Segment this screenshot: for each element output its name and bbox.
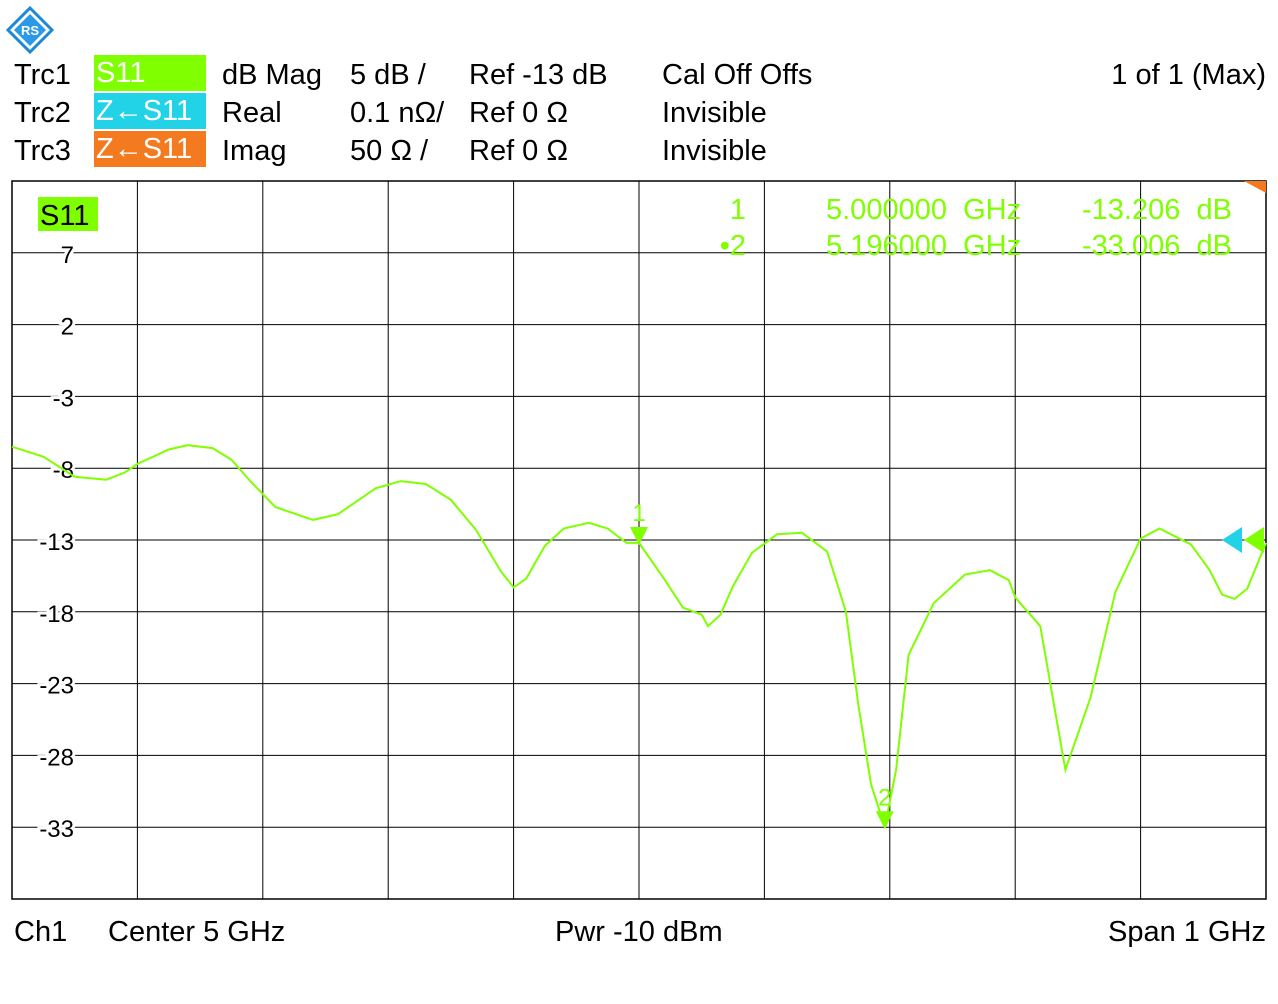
y-tick-labels: 7 2 -3 -8 -13 -18 -23 -28 -33 [36, 239, 77, 846]
y-tick-label: 7 [61, 242, 74, 269]
center-frequency: Center 5 GHz [108, 916, 286, 948]
trace-ref: Ref 0 Ω [469, 135, 569, 167]
trace-param-badge[interactable]: Z←S11 [94, 93, 206, 129]
trace-status: Invisible [662, 97, 767, 129]
marker-table-number: •2 [720, 230, 746, 262]
trace-label: S11 [40, 200, 89, 232]
power-level: Pwr -10 dBm [555, 916, 723, 948]
trace-param-badge[interactable]: Z←S11 [94, 131, 206, 167]
marker-table: 1 5.000000 GHz -13.206 dB •2 5.196000 GHz -33… [720, 194, 1232, 262]
marker-table-value: -33.006 dB [1082, 230, 1232, 262]
svg-text:RS: RS [21, 23, 39, 38]
page-indicator: 1 of 1 (Max) [1111, 59, 1266, 91]
trace-status: Cal Off Offs [662, 59, 813, 91]
trace-param-badge[interactable]: S11 [94, 55, 206, 91]
rohde-schwarz-logo-icon: RS [6, 6, 54, 54]
trace-format: dB Mag [222, 59, 322, 91]
trace-s11-line [11, 444, 1267, 828]
chart-overlay: S11 [38, 181, 1266, 553]
span-frequency: Span 1 GHz [1108, 916, 1266, 948]
y-tick-label: 2 [61, 314, 74, 341]
trace-label-box [38, 197, 98, 231]
marker-1-label: 1 [632, 500, 645, 527]
trace-scale: 5 dB / [350, 59, 426, 91]
channel-label: Ch1 [14, 916, 68, 948]
trace-name: Trc2 [14, 97, 71, 129]
y-tick-label: -8 [53, 457, 74, 484]
overload-flag-icon [1244, 181, 1266, 193]
ref-level-arrow-trc1 [1244, 527, 1264, 553]
trace-scale: 0.1 nΩ/ [350, 97, 445, 129]
trace-format: Imag [222, 135, 287, 167]
marker-table-frequency: 5.000000 GHz [826, 194, 1021, 226]
marker-2-label: 2 [878, 784, 891, 811]
y-tick-label: -28 [39, 744, 74, 771]
y-tick-label: -13 [39, 529, 74, 556]
y-tick-label: -18 [39, 601, 74, 628]
trace-ref: Ref 0 Ω [469, 97, 569, 129]
marker-table-frequency: 5.196000 GHz [826, 230, 1021, 262]
marker-2-triangle [875, 811, 894, 830]
trace-ref: Ref -13 dB [469, 59, 608, 91]
y-tick-label: -3 [53, 385, 74, 412]
trace-layer [11, 444, 1267, 828]
marker-1-triangle [630, 526, 648, 545]
y-tick-label: -23 [39, 673, 74, 700]
trace-name: Trc1 [14, 59, 71, 91]
chart-grid [11, 180, 1267, 900]
trace-status: Invisible [662, 135, 767, 167]
trace-scale: 50 Ω / [350, 135, 429, 167]
trace-format: Real [222, 97, 282, 129]
y-tick-label: -33 [39, 816, 74, 843]
trace-name: Trc3 [14, 135, 71, 167]
ref-level-arrow-trc2 [1222, 527, 1242, 553]
marker-layer: 12 [630, 500, 894, 830]
marker-table-value: -13.206 dB [1082, 194, 1232, 226]
marker-table-number: 1 [730, 194, 746, 226]
